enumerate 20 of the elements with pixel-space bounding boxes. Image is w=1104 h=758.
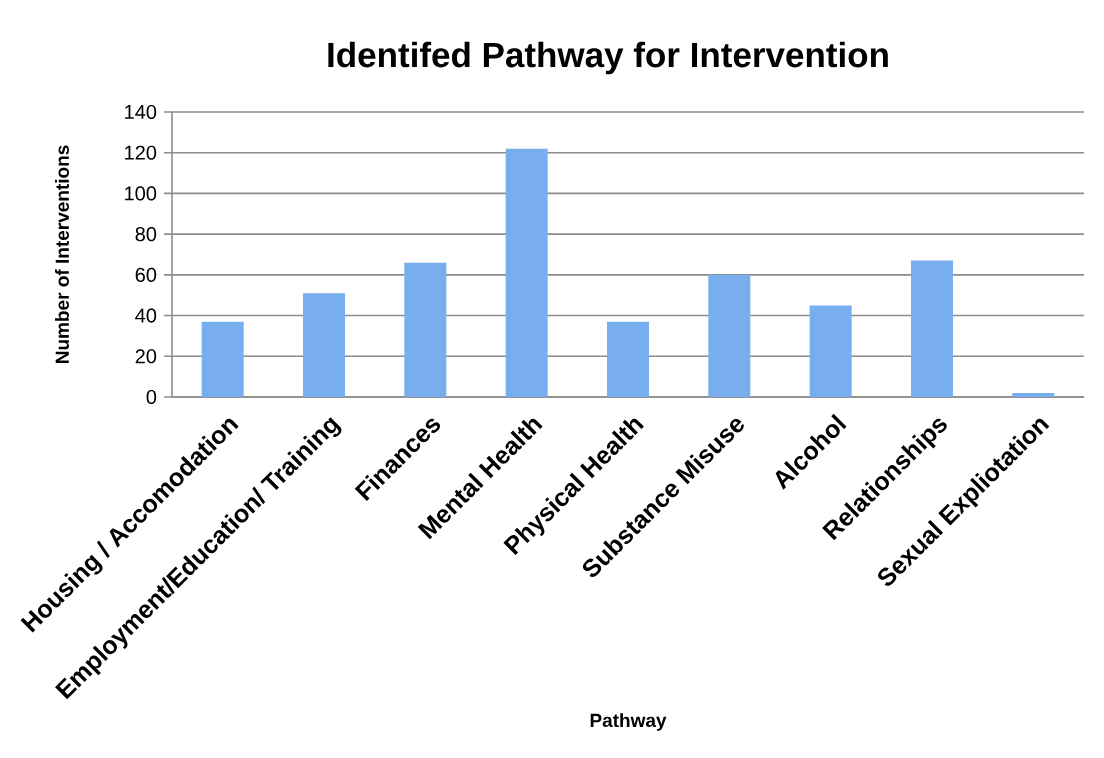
- bar: [404, 262, 447, 397]
- bar: [910, 260, 953, 397]
- y-tick-label: 80: [135, 227, 157, 242]
- y-tick-label: 40: [135, 308, 157, 323]
- bar: [201, 321, 244, 397]
- bar: [809, 305, 852, 397]
- y-tick-label: 100: [125, 186, 157, 201]
- y-tick-label: 120: [125, 145, 157, 160]
- y-tick-label: 140: [125, 104, 157, 120]
- bar: [303, 293, 345, 397]
- x-axis-title: Pathway: [590, 713, 667, 731]
- y-axis-title: Number of Interventions: [55, 145, 69, 363]
- bar: [505, 148, 548, 397]
- bar: [1012, 392, 1055, 397]
- y-tick-label: 60: [135, 267, 157, 282]
- chart-title: Identifed Pathway for Intervention: [328, 41, 888, 75]
- bar: [606, 321, 649, 397]
- y-tick-label: 0: [146, 389, 157, 405]
- bar: [708, 274, 751, 397]
- y-tick-label: 20: [135, 349, 157, 364]
